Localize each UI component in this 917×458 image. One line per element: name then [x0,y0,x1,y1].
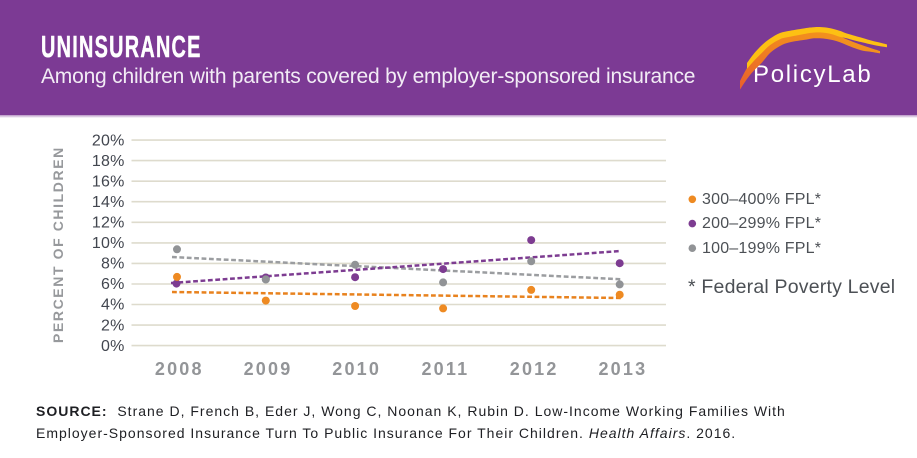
svg-text:PERCENT OF CHILDREN: PERCENT OF CHILDREN [50,146,66,343]
svg-text:2013: 2013 [598,359,647,379]
svg-text:20%: 20% [92,132,125,149]
svg-text:2%: 2% [101,317,125,334]
svg-text:14%: 14% [92,194,125,211]
svg-text:0%: 0% [101,338,125,355]
svg-text:2010: 2010 [332,359,381,379]
svg-text:12%: 12% [92,215,125,232]
svg-text:4%: 4% [101,297,125,314]
svg-text:8%: 8% [101,256,125,273]
svg-text:6%: 6% [101,276,125,293]
svg-text:18%: 18% [92,153,125,170]
svg-text:2008: 2008 [155,359,204,379]
svg-text:2011: 2011 [421,359,469,379]
svg-text:16%: 16% [92,173,125,190]
svg-text:10%: 10% [92,235,125,252]
svg-text:2009: 2009 [244,359,293,379]
svg-text:2012: 2012 [510,359,559,379]
